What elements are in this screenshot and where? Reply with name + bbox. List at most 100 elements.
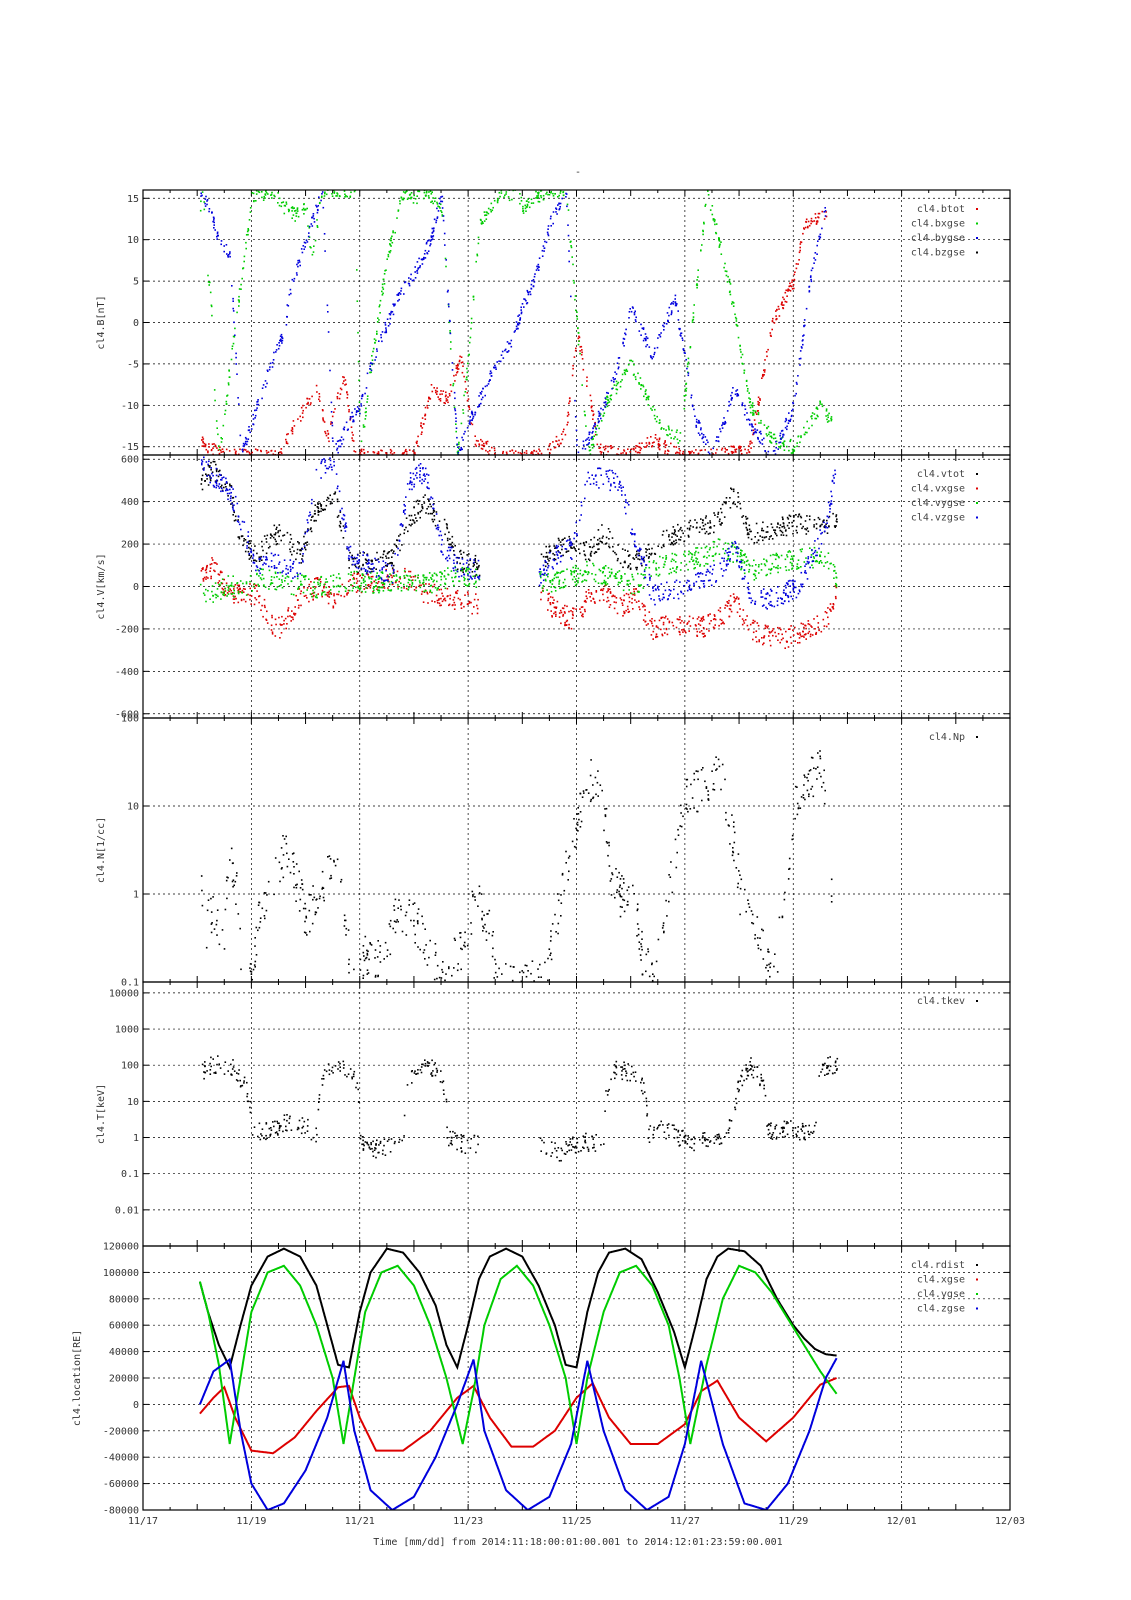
- data-point: [415, 589, 418, 592]
- data-point: [246, 443, 248, 446]
- data-point: [399, 293, 402, 295]
- data-point: [592, 414, 594, 417]
- data-point: [378, 319, 380, 321]
- data-point: [314, 510, 316, 512]
- data-point: [275, 349, 278, 351]
- data-point: [518, 322, 521, 325]
- data-point: [604, 447, 607, 450]
- data-point: [815, 407, 818, 410]
- data-point: [688, 528, 691, 531]
- data-point: [271, 633, 274, 635]
- data-point: [280, 584, 282, 586]
- data-point: [377, 580, 380, 583]
- data-point: [835, 514, 838, 516]
- data-point: [478, 564, 480, 567]
- data-point: [736, 456, 738, 458]
- data-point: [329, 369, 331, 372]
- data-point: [816, 551, 818, 554]
- data-point: [827, 616, 829, 619]
- data-point: [625, 452, 627, 454]
- data-point: [614, 378, 616, 380]
- data-point: [333, 191, 336, 193]
- data-point: [366, 372, 369, 375]
- data-point: [718, 238, 720, 241]
- data-point: [398, 535, 400, 537]
- data-point: [572, 614, 574, 617]
- data-point: [281, 336, 283, 338]
- data-point: [668, 620, 671, 623]
- data-point: [702, 636, 705, 638]
- data-point: [820, 551, 822, 553]
- data-point: [701, 456, 703, 458]
- data-point: [763, 437, 765, 440]
- data-point: [439, 203, 442, 206]
- data-point: [379, 556, 382, 559]
- data-point: [752, 432, 755, 434]
- data-point: [234, 327, 236, 330]
- data-point: [702, 441, 705, 443]
- data-point: [563, 586, 566, 588]
- data-point: [471, 412, 474, 414]
- data-point: [734, 450, 737, 453]
- data-point: [593, 425, 595, 427]
- data-point: [407, 530, 409, 533]
- data-point: [685, 390, 687, 392]
- data-point: [791, 564, 793, 567]
- data-point: [800, 635, 803, 638]
- data-point: [389, 313, 392, 316]
- data-point: [567, 411, 569, 414]
- data-point: [594, 580, 597, 583]
- data-point: [310, 587, 312, 589]
- data-point: [782, 296, 784, 299]
- data-point: [757, 413, 760, 416]
- data-point: [766, 355, 768, 358]
- data-point: [295, 209, 297, 212]
- data-point: [319, 580, 322, 583]
- data-point: [325, 434, 328, 437]
- data-point: [805, 633, 807, 635]
- data-point: [588, 449, 591, 452]
- data-point: [805, 307, 808, 310]
- data-point: [816, 615, 819, 617]
- data-point: [576, 311, 578, 313]
- data-point: [691, 405, 694, 408]
- data-point: [266, 382, 268, 385]
- data-point: [616, 388, 619, 391]
- data-point: [757, 438, 759, 440]
- data-point: [421, 431, 423, 433]
- data-point: [256, 403, 258, 406]
- data-point: [381, 449, 383, 452]
- data-point: [265, 618, 267, 621]
- data-point: [445, 265, 447, 268]
- data-point: [582, 440, 585, 443]
- data-point: [651, 357, 653, 360]
- data-point: [344, 384, 346, 386]
- data-point: [675, 452, 677, 454]
- data-point: [215, 469, 218, 471]
- data-point: [668, 539, 671, 541]
- data-point: [437, 599, 440, 601]
- data-point: [601, 537, 604, 539]
- data-point: [756, 541, 758, 544]
- data-point: [541, 249, 544, 252]
- data-point: [216, 447, 218, 449]
- data-point: [433, 518, 436, 521]
- data-point: [495, 368, 497, 370]
- data-point: [316, 219, 318, 221]
- data-point: [218, 453, 221, 455]
- data-point: [483, 220, 486, 222]
- data-point: [527, 291, 529, 293]
- data-point: [584, 414, 586, 416]
- data-point: [524, 298, 526, 301]
- data-point: [395, 580, 397, 582]
- data-point: [697, 432, 700, 434]
- data-point: [697, 269, 699, 271]
- data-point: [382, 288, 385, 290]
- data-point: [799, 357, 802, 360]
- data-point: [610, 394, 613, 396]
- data-point: [422, 601, 425, 603]
- data-point: [674, 298, 676, 300]
- data-point: [234, 515, 237, 518]
- data-point: [773, 566, 775, 568]
- data-point: [249, 580, 251, 583]
